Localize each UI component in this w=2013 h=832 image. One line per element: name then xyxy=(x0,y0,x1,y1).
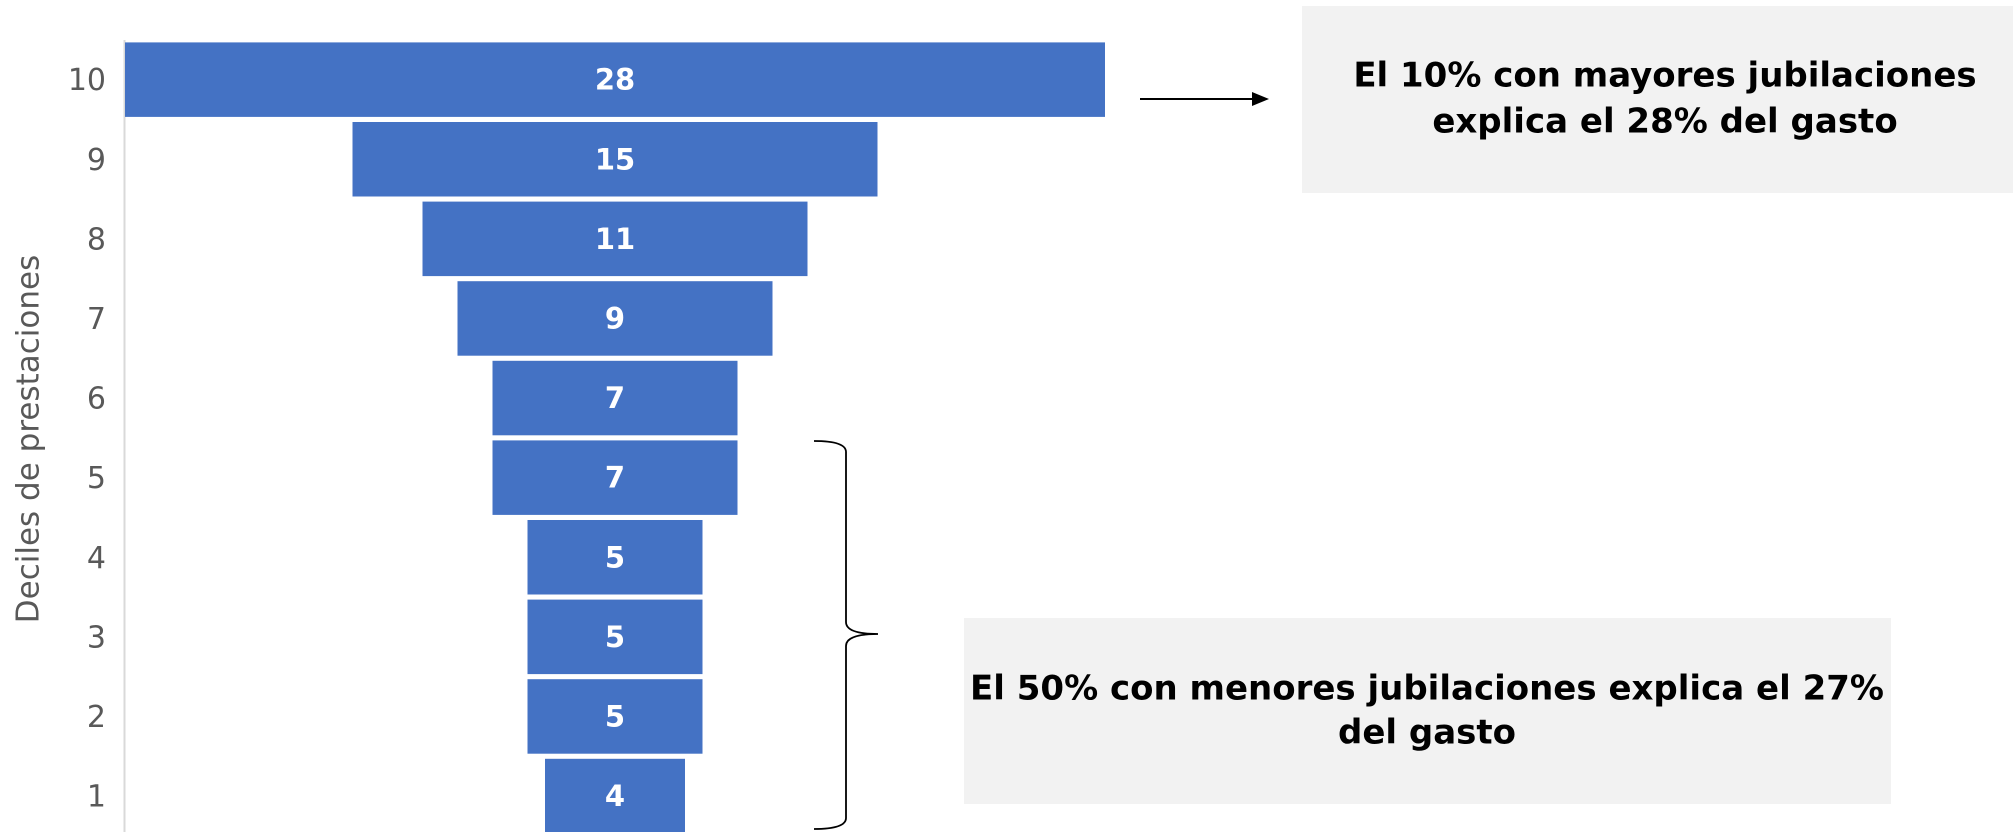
bar xyxy=(457,281,773,356)
bar xyxy=(492,440,738,515)
annotation-box xyxy=(964,618,1891,804)
data-label: 7 xyxy=(605,381,625,415)
data-label: 15 xyxy=(595,142,635,176)
data-label: 7 xyxy=(605,461,625,495)
bar xyxy=(527,599,703,675)
bar xyxy=(125,42,1105,117)
y-tick-label: 10 xyxy=(68,63,106,98)
arrow-head xyxy=(1252,92,1269,106)
y-tick-label: 9 xyxy=(87,143,106,178)
annotation: El 50% con menores jubilaciones explica … xyxy=(970,669,1884,709)
y-tick-label: 5 xyxy=(87,461,106,496)
data-label: 5 xyxy=(605,699,625,733)
data-label: 11 xyxy=(595,222,635,256)
bar xyxy=(492,360,738,436)
y-axis-title: Deciles de prestaciones xyxy=(11,255,47,624)
bar xyxy=(545,758,685,832)
y-tick-label: 3 xyxy=(87,620,106,655)
y-tick-label: 2 xyxy=(87,700,106,735)
data-label: 4 xyxy=(605,779,625,813)
data-label: 5 xyxy=(605,620,625,654)
data-label: 5 xyxy=(605,540,625,574)
y-tick-label: 1 xyxy=(87,780,106,815)
y-tick-label: 6 xyxy=(87,382,106,417)
data-label: 28 xyxy=(595,63,635,97)
annotation-box xyxy=(1302,6,2013,193)
bar xyxy=(422,201,808,277)
bar xyxy=(352,122,878,197)
bar xyxy=(527,520,703,595)
annotation: explica el 28% del gasto xyxy=(1432,102,1897,142)
annotation: El 10% con mayores jubilaciones xyxy=(1353,56,1976,96)
annotation: del gasto xyxy=(1338,713,1516,753)
brace xyxy=(813,440,879,830)
y-tick-label: 8 xyxy=(87,222,106,257)
bar xyxy=(527,679,703,754)
data-label: 9 xyxy=(605,301,625,335)
y-tick-label: 7 xyxy=(87,302,106,337)
y-tick-label: 4 xyxy=(87,541,106,576)
